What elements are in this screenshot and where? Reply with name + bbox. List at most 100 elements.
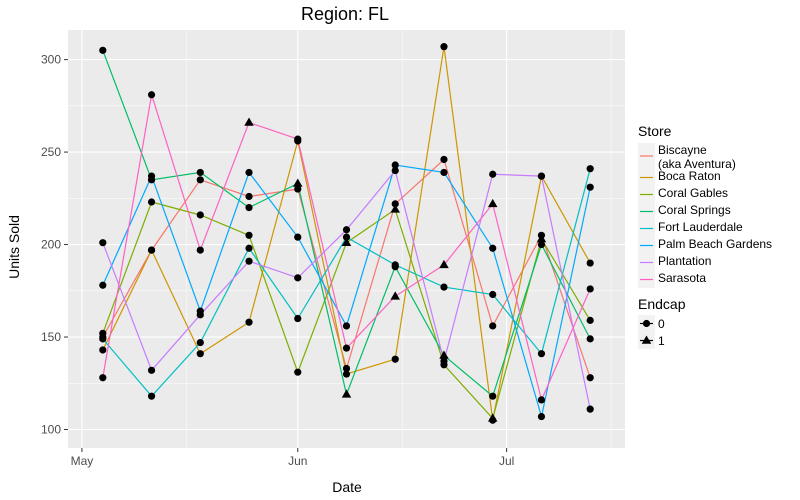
data-point-circle [342, 322, 351, 330]
data-point-circle [537, 172, 546, 180]
data-point-triangle [439, 259, 449, 269]
data-point-circle [489, 392, 497, 400]
data-point-circle [342, 226, 351, 234]
data-point-circle [147, 172, 156, 180]
legend-label: Sarasota [658, 271, 706, 285]
legend-label-line: Biscayne [658, 143, 707, 157]
legend-label: 1 [658, 334, 665, 348]
y-tick-label: 150 [41, 330, 61, 344]
data-point-triangle [487, 198, 498, 208]
data-point-circle [147, 392, 156, 400]
data-point-triangle [341, 389, 352, 398]
legend-label-line: Sarasota [658, 271, 706, 285]
data-point-circle [537, 350, 546, 358]
data-point-triangle [390, 204, 400, 213]
data-point-circle [196, 350, 204, 358]
data-point-circle [196, 211, 204, 219]
legend-label: 0 [658, 317, 665, 331]
data-point-circle [99, 374, 107, 382]
data-point-circle [537, 240, 546, 249]
data-point-circle [489, 322, 497, 330]
legend-label-line: Plantation [658, 254, 711, 268]
data-point-circle [586, 183, 594, 191]
x-axis-ticks: May Jun Jul [71, 448, 514, 468]
data-point-circle [391, 261, 399, 269]
data-point-circle [489, 244, 497, 252]
data-point-circle [586, 374, 594, 382]
data-point-circle [99, 335, 107, 343]
data-point-circle [245, 192, 253, 201]
data-point-circle [147, 366, 156, 374]
data-point-triangle [390, 291, 400, 300]
legend-endcap-entries: 01 [638, 315, 665, 349]
data-point-circle [99, 239, 107, 247]
data-point-circle [294, 274, 302, 282]
data-point-circle [342, 344, 351, 352]
data-point-circle [196, 176, 204, 184]
grid-minor [68, 30, 625, 448]
data-point-circle [586, 316, 594, 324]
data-point-circle [294, 314, 302, 323]
data-point-triangle [244, 117, 254, 126]
x-tick-label: Jul [499, 454, 514, 468]
data-point-circle [537, 396, 546, 404]
legend-endcap-title: Endcap [638, 296, 686, 312]
data-point-circle [99, 46, 107, 54]
x-axis-title: Date [332, 479, 362, 495]
data-point-circle [342, 370, 351, 378]
legend-store-entries: Biscayne (aka Aventura)Boca Raton Coral Ga… [638, 143, 772, 288]
data-point-triangle [487, 413, 498, 422]
x-tick-label: May [71, 454, 94, 468]
data-point-circle [342, 364, 351, 373]
data-point-circle [586, 405, 594, 413]
data-point-circle [245, 203, 253, 212]
data-point-circle [245, 318, 253, 326]
legend-circle-icon [642, 319, 651, 328]
data-point-circle [586, 165, 594, 173]
data-point-triangle [341, 237, 352, 246]
y-tick-label: 250 [41, 145, 61, 159]
legend-label: Fort Lauderdale [658, 220, 743, 234]
data-point-circle [586, 285, 594, 293]
data-point-circle [391, 355, 399, 363]
data-point-circle [147, 91, 156, 99]
data-point-circle [586, 335, 594, 343]
legend-label-line: Boca Raton [658, 169, 721, 183]
data-point-circle [99, 281, 107, 289]
data-point-circle [99, 346, 107, 354]
series-points [99, 43, 594, 424]
data-point-circle [294, 135, 302, 143]
legend-label: Biscayne (aka Aventura) [658, 143, 736, 171]
chart-title: Region: FL [301, 4, 389, 24]
data-point-circle [489, 290, 497, 299]
data-point-circle [147, 198, 156, 206]
data-point-circle [440, 357, 448, 365]
data-point-circle [196, 168, 204, 177]
y-axis-ticks: 100 150 200 250 300 [41, 53, 68, 437]
data-point-circle [99, 329, 107, 337]
data-point-circle [440, 283, 448, 291]
data-point-circle [537, 412, 546, 421]
legend-label-line: (aka Aventura) [658, 157, 736, 171]
data-point-triangle [293, 178, 303, 187]
legend: Store Biscayne (aka Aventura)Boca Raton Co… [638, 123, 772, 349]
data-point-circle [245, 257, 253, 265]
data-point-triangle [536, 234, 547, 243]
data-point-circle [294, 185, 302, 193]
data-point-circle [245, 168, 253, 177]
data-point-circle [245, 244, 253, 252]
data-point-circle [489, 170, 497, 178]
legend-label-line: Coral Gables [658, 186, 728, 200]
data-point-circle [391, 200, 399, 208]
legend-label: Coral Springs [658, 203, 731, 217]
y-tick-label: 200 [41, 238, 61, 252]
data-point-circle [196, 311, 204, 319]
legend-label: Palm Beach Gardens [658, 237, 772, 251]
data-point-circle [196, 246, 204, 254]
data-point-circle [294, 368, 302, 376]
y-tick-label: 100 [41, 423, 61, 437]
data-point-circle [391, 166, 399, 175]
legend-label-line: Fort Lauderdale [658, 220, 743, 234]
data-point-circle [147, 246, 156, 254]
